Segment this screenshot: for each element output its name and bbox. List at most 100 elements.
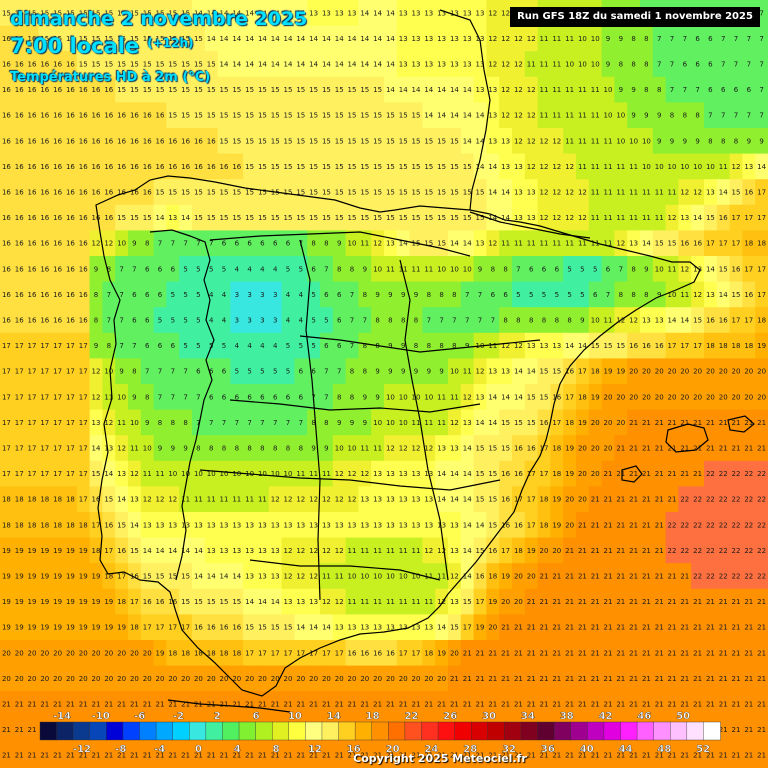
- temperature-cell: [588, 537, 603, 564]
- temperature-cell: [230, 614, 244, 641]
- temperature-cell: [742, 51, 756, 78]
- temperature-cell: [128, 640, 142, 667]
- temperature-cell: [435, 358, 449, 385]
- temperature-value: 10: [437, 265, 446, 273]
- temperature-cell: [76, 153, 91, 180]
- temperature-value: 11: [642, 214, 651, 222]
- temperature-value: 20: [66, 649, 75, 657]
- temperature-value: 14: [207, 35, 216, 43]
- temperature-value: 14: [245, 9, 254, 17]
- temperature-cell: [76, 0, 91, 27]
- temperature-value: 11: [591, 214, 600, 222]
- temperature-value: 21: [565, 624, 574, 632]
- temperature-cell: [268, 358, 283, 385]
- temperature-cell: [550, 256, 564, 283]
- temperature-cell: [307, 230, 321, 257]
- temperature-value: 13: [463, 419, 472, 427]
- temperature-value: 17: [552, 419, 561, 427]
- run-info: Run GFS 18Z du samedi 1 novembre 2025: [510, 7, 760, 27]
- temperature-value: 15: [143, 214, 152, 222]
- temperature-value: 7: [759, 35, 763, 43]
- temperature-cell: [345, 25, 359, 52]
- temperature-value: 16: [53, 317, 62, 325]
- temperature-value: 13: [437, 35, 446, 43]
- temperature-cell: [281, 614, 295, 641]
- temperature-value: 15: [450, 137, 459, 145]
- temperature-cell: [742, 665, 756, 692]
- temperature-value: 19: [15, 598, 24, 606]
- temperature-value: 11: [412, 419, 421, 427]
- legend-swatch: [122, 721, 141, 741]
- temperature-value: 15: [181, 189, 190, 197]
- temperature-cell: [627, 102, 641, 129]
- temperature-value: 21: [744, 726, 753, 734]
- temperature-value: 16: [92, 86, 101, 94]
- temperature-cell: [409, 384, 423, 411]
- temperature-cell: [537, 358, 551, 385]
- temperature-cell: [230, 409, 244, 436]
- temperature-cell: [76, 460, 91, 487]
- temperature-value: 21: [616, 675, 625, 683]
- temperature-cell: [665, 153, 679, 180]
- temperature-cell: [652, 128, 667, 155]
- temperature-value: 9: [759, 137, 763, 145]
- temperature-cell: [89, 307, 103, 334]
- temperature-cell: [268, 486, 283, 513]
- temperature-cell: [115, 614, 129, 641]
- temperature-cell: [192, 512, 206, 539]
- temperature-cell: [755, 537, 768, 564]
- temperature-cell: [64, 486, 78, 513]
- temperature-cell: [499, 102, 513, 129]
- temperature-value: 21: [680, 701, 689, 709]
- temperature-cell: [256, 153, 270, 180]
- temperature-value: 15: [181, 61, 190, 69]
- temperature-value: 9: [183, 445, 187, 453]
- temperature-value: 21: [591, 496, 600, 504]
- temperature-value: 21: [629, 521, 638, 529]
- temperature-cell: [153, 435, 167, 462]
- temperature-cell: [627, 256, 641, 283]
- temperature-value: 15: [424, 137, 433, 145]
- temperature-value: 12: [437, 598, 446, 606]
- temperature-cell: [627, 588, 641, 615]
- temperature-cell: [716, 358, 731, 385]
- temperature-value: 21: [501, 752, 510, 760]
- temperature-value: 11: [591, 137, 600, 145]
- temperature-value: 15: [271, 86, 280, 94]
- temperature-value: 10: [578, 35, 587, 43]
- temperature-value: 13: [629, 240, 638, 248]
- temperature-value: 16: [28, 189, 37, 197]
- temperature-cell: [716, 179, 731, 206]
- temperature-value: 9: [427, 368, 431, 376]
- temperature-cell: [691, 614, 705, 641]
- temperature-cell: [51, 614, 65, 641]
- temperature-cell: [64, 179, 78, 206]
- temperature-value: 16: [28, 112, 37, 120]
- temperature-cell: [499, 691, 513, 718]
- temperature-cell: [294, 0, 308, 27]
- temperature-cell: [704, 332, 718, 359]
- temperature-value: 15: [424, 163, 433, 171]
- temperature-value: 16: [28, 163, 37, 171]
- temperature-value: 21: [565, 573, 574, 581]
- temperature-cell: [716, 76, 731, 103]
- temperature-cell: [281, 256, 295, 283]
- temperature-value: 14: [463, 112, 472, 120]
- temperature-cell: [281, 153, 295, 180]
- temperature-cell: [678, 204, 692, 231]
- temperature-value: 16: [501, 521, 510, 529]
- temperature-value: 17: [92, 521, 101, 529]
- temperature-value: 11: [309, 470, 318, 478]
- temperature-cell: [614, 486, 628, 513]
- temperature-value: 20: [744, 393, 753, 401]
- temperature-value: 15: [348, 137, 357, 145]
- temperature-value: 21: [514, 675, 523, 683]
- temperature-cell: [243, 486, 257, 513]
- temperature-cell: [166, 281, 180, 308]
- temperature-value: 8: [619, 291, 623, 299]
- temperature-cell: [371, 0, 385, 27]
- temperature-cell: [384, 588, 398, 615]
- temperature-value: 15: [40, 35, 49, 43]
- temperature-value: 21: [642, 521, 651, 529]
- temperature-value: 15: [719, 265, 728, 273]
